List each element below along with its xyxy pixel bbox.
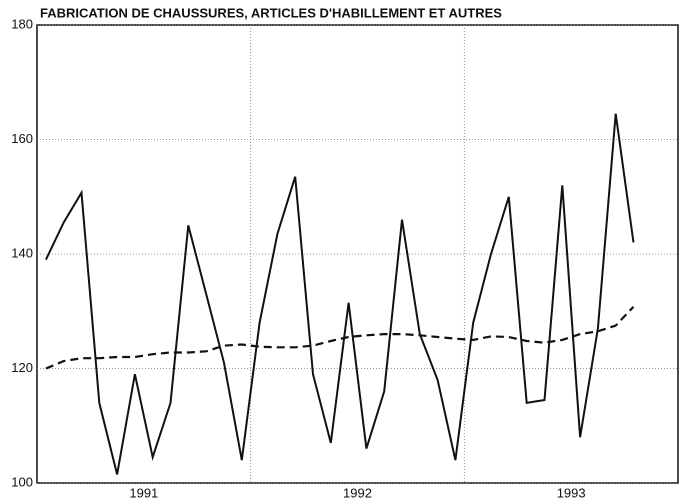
y-tick-label: 160 bbox=[11, 131, 33, 146]
y-tick-label: 140 bbox=[11, 245, 33, 260]
x-tick-label: 1992 bbox=[343, 485, 372, 500]
y-tick-label: 180 bbox=[11, 16, 33, 31]
x-tick-label: 1991 bbox=[129, 485, 158, 500]
line-series bbox=[44, 113, 635, 475]
chart-title: FABRICATION DE CHAUSSURES, ARTICLES D'HA… bbox=[40, 5, 502, 20]
line-series bbox=[45, 305, 635, 370]
y-tick-label: 120 bbox=[11, 360, 33, 375]
y-tick-label: 100 bbox=[11, 474, 33, 489]
x-tick-label: 1993 bbox=[557, 485, 586, 500]
